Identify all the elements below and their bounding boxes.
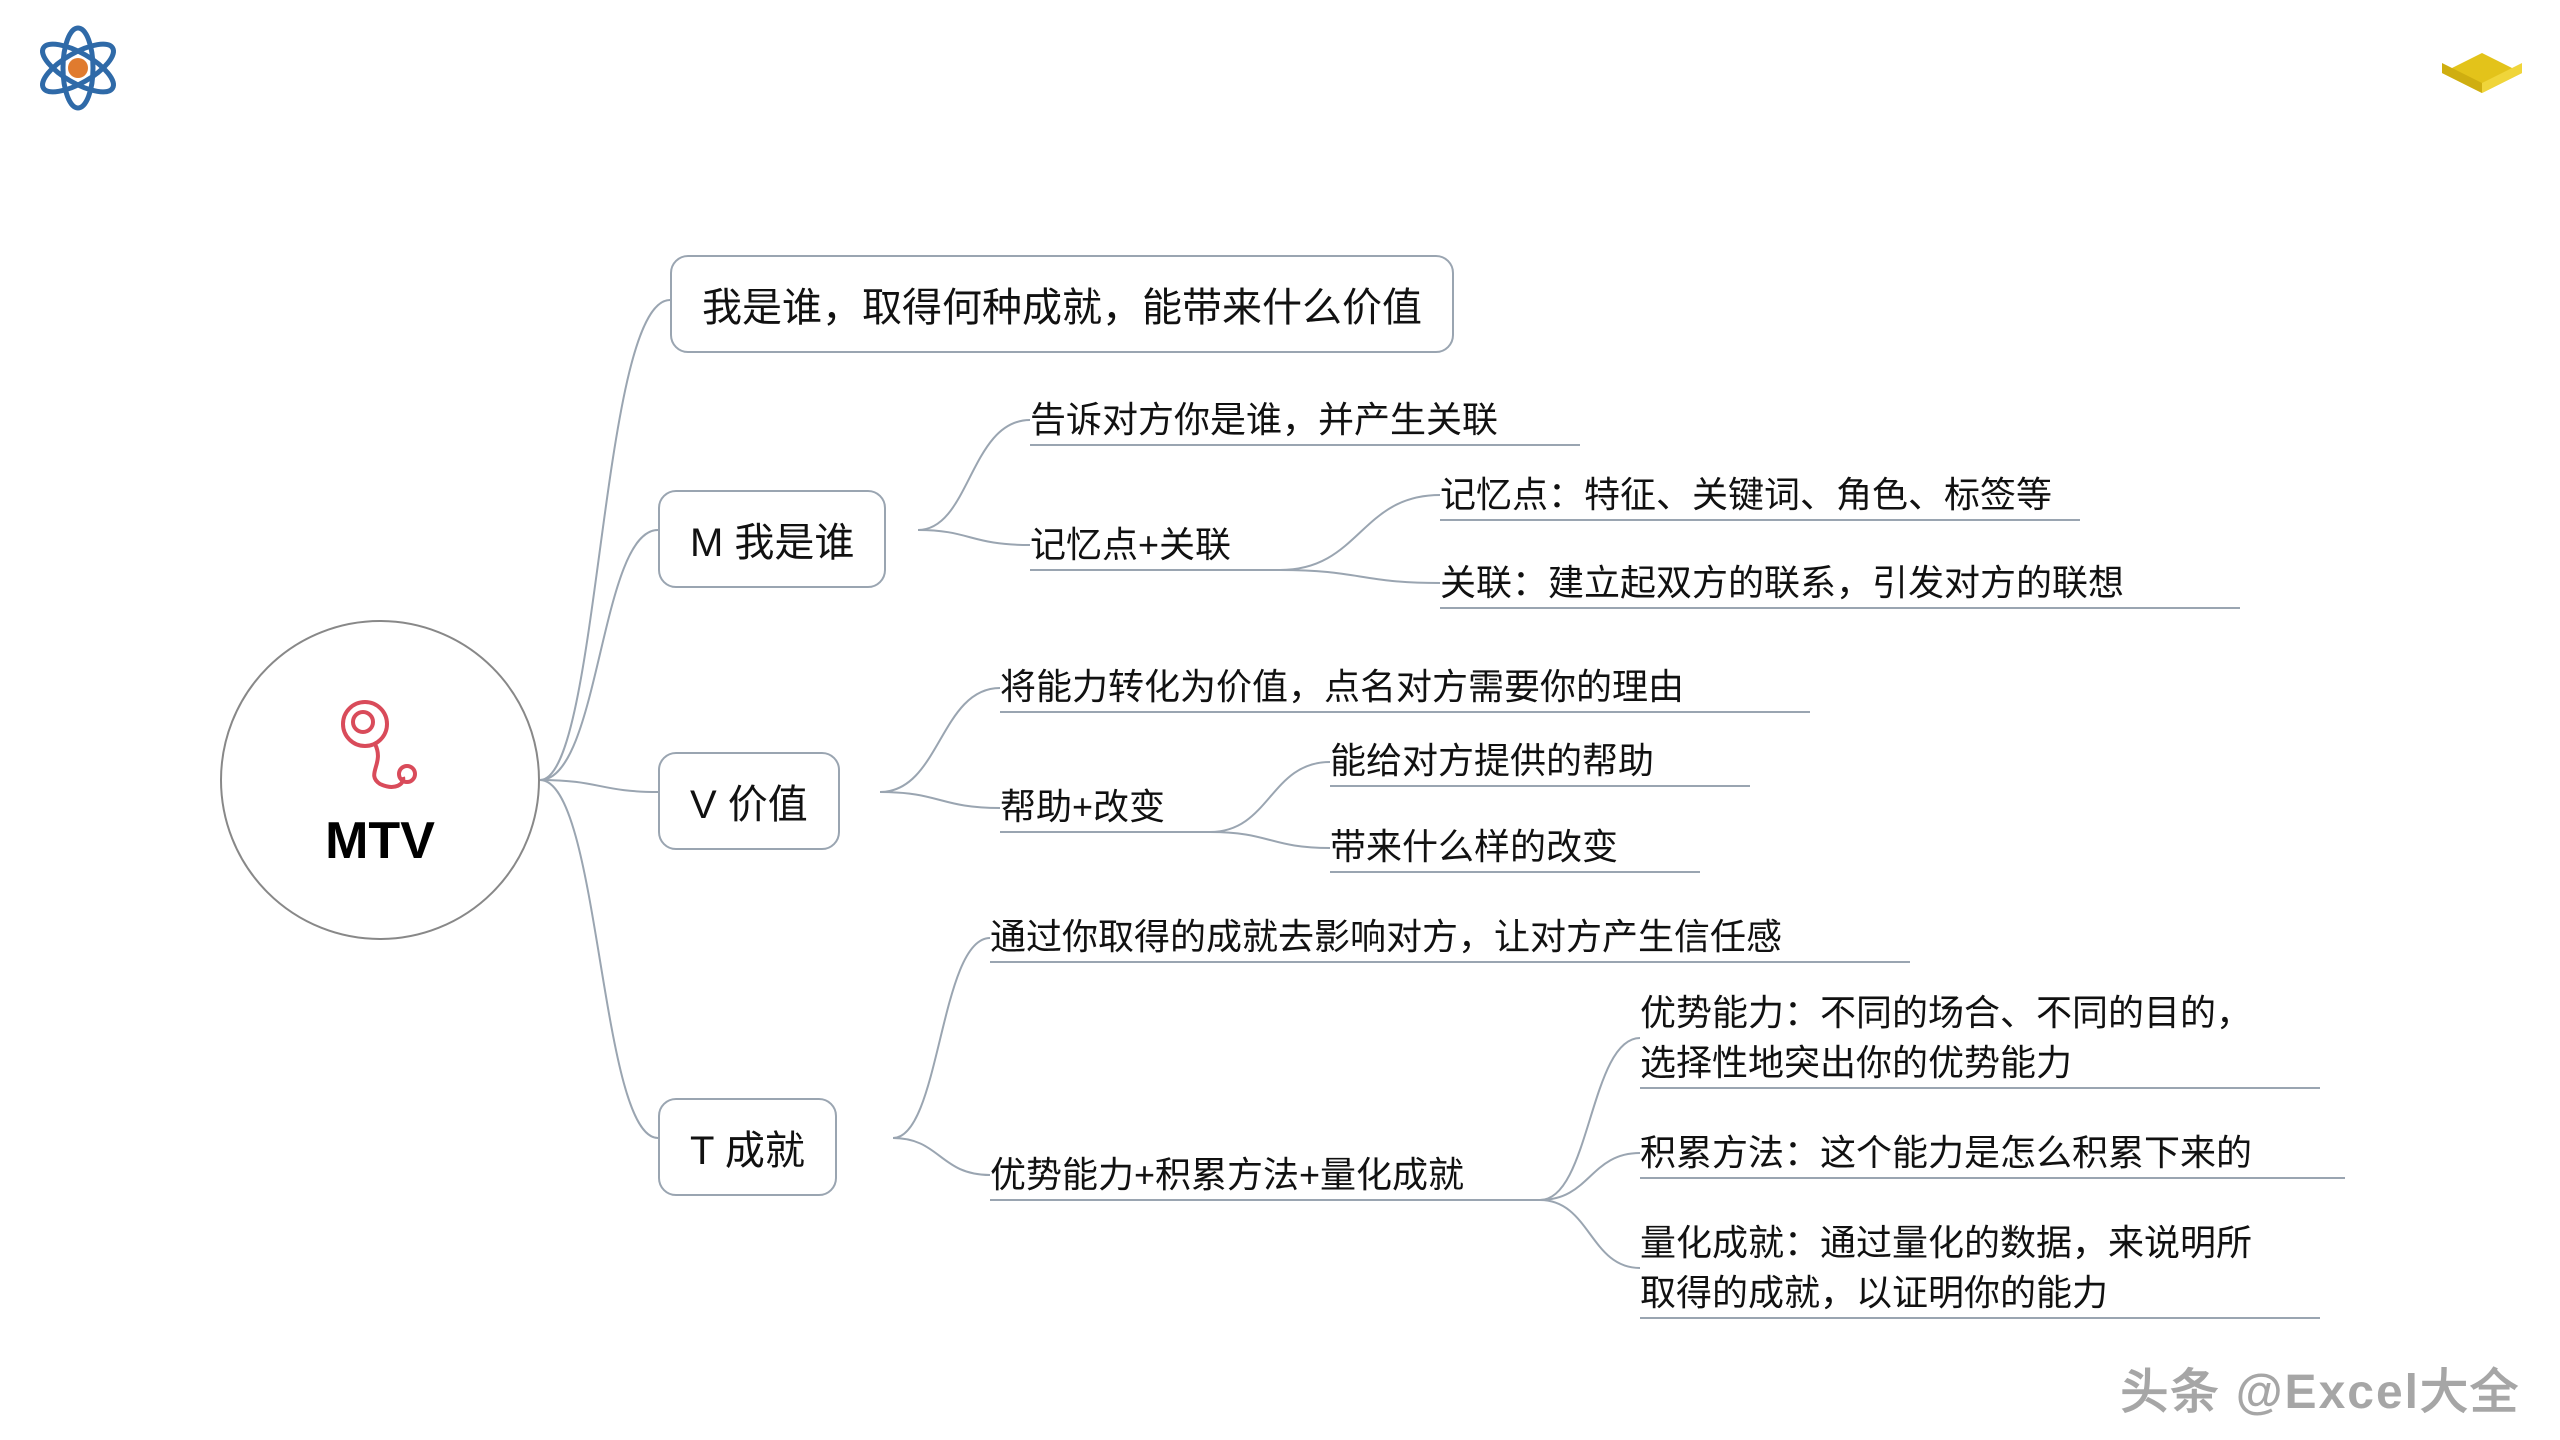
node-summary: 我是谁，取得何种成就，能带来什么价值	[670, 255, 1454, 353]
node-v: V 价值	[658, 752, 840, 850]
leaf-m1: 告诉对方你是谁，并产生关联	[1030, 395, 1498, 445]
leaf-m2b: 关联：建立起双方的联系，引发对方的联想	[1440, 558, 2124, 608]
leaf-m2a: 记忆点：特征、关键词、角色、标签等	[1440, 470, 2052, 520]
root-node: MTV	[220, 620, 540, 940]
node-t: T 成就	[658, 1098, 837, 1196]
leaf-v2: 帮助+改变	[1000, 782, 1165, 832]
leaf-t2: 优势能力+积累方法+量化成就	[990, 1150, 1464, 1200]
atom-icon	[28, 18, 128, 123]
book-icon	[2432, 18, 2532, 113]
root-label: MTV	[325, 811, 435, 871]
node-m: M 我是谁	[658, 490, 886, 588]
leaf-t1: 通过你取得的成就去影响对方，让对方产生信任感	[990, 912, 1782, 962]
leaf-v2a: 能给对方提供的帮助	[1330, 736, 1654, 786]
leaf-t2b: 积累方法：这个能力是怎么积累下来的	[1640, 1128, 2252, 1178]
leaf-v2b: 带来什么样的改变	[1330, 822, 1618, 872]
leaf-t2c: 量化成就：通过量化的数据，来说明所 取得的成就，以证明你的能力	[1640, 1218, 2252, 1319]
watermark: 头条 @Excel大全	[2120, 1352, 2520, 1422]
leaf-v1: 将能力转化为价值，点名对方需要你的理由	[1000, 662, 1684, 712]
leaf-t2a: 优势能力：不同的场合、不同的目的， 选择性地突出你的优势能力	[1640, 988, 2252, 1089]
leaf-m2: 记忆点+关联	[1030, 520, 1231, 570]
doodle-icon	[325, 689, 435, 799]
